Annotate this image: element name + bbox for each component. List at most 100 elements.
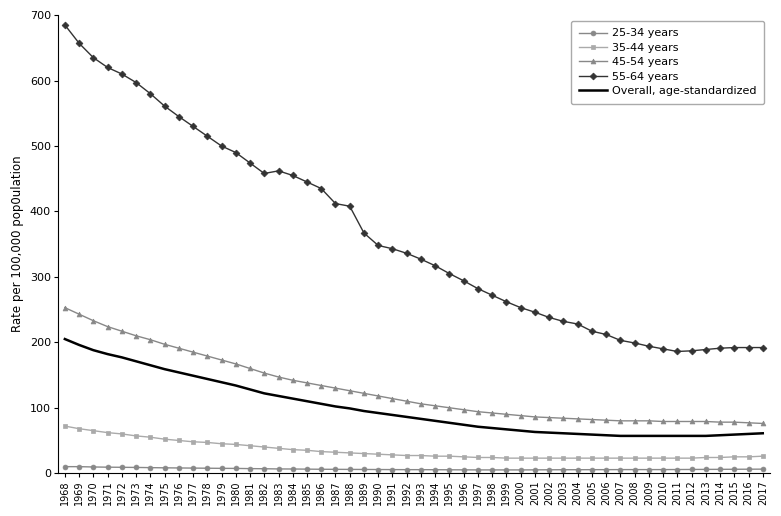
55-64 years bbox=[615, 337, 625, 344]
Overall, age-standardized bbox=[430, 418, 440, 424]
55-64 years bbox=[672, 348, 682, 354]
45-54 years bbox=[615, 418, 625, 424]
55-64 years bbox=[302, 179, 312, 185]
25-34 years bbox=[630, 466, 640, 473]
25-34 years bbox=[459, 467, 469, 473]
55-64 years bbox=[729, 345, 739, 351]
Overall, age-standardized bbox=[302, 398, 312, 405]
25-34 years bbox=[744, 466, 753, 472]
25-34 years bbox=[202, 465, 212, 471]
55-64 years bbox=[544, 314, 554, 320]
45-54 years bbox=[501, 411, 511, 417]
45-54 years bbox=[331, 385, 341, 391]
Overall, age-standardized bbox=[672, 433, 682, 439]
35-44 years bbox=[103, 429, 112, 436]
45-54 years bbox=[487, 410, 497, 416]
35-44 years bbox=[145, 434, 155, 440]
35-44 years bbox=[331, 449, 341, 455]
55-64 years bbox=[658, 346, 668, 352]
45-54 years bbox=[516, 412, 526, 418]
25-34 years bbox=[174, 465, 184, 471]
45-54 years bbox=[231, 361, 241, 367]
45-54 years bbox=[672, 418, 682, 425]
25-34 years bbox=[601, 466, 611, 473]
45-54 years bbox=[473, 409, 483, 415]
35-44 years bbox=[701, 455, 711, 461]
Line: Overall, age-standardized: Overall, age-standardized bbox=[65, 339, 763, 436]
55-64 years bbox=[231, 150, 241, 156]
25-34 years bbox=[316, 466, 326, 472]
55-64 years bbox=[473, 285, 483, 292]
25-34 years bbox=[487, 467, 497, 473]
45-54 years bbox=[316, 382, 326, 389]
35-44 years bbox=[459, 454, 469, 460]
25-34 years bbox=[331, 466, 341, 473]
25-34 years bbox=[686, 466, 696, 473]
Line: 55-64 years: 55-64 years bbox=[62, 23, 765, 354]
Overall, age-standardized bbox=[501, 426, 511, 432]
35-44 years bbox=[345, 450, 355, 456]
35-44 years bbox=[573, 455, 583, 461]
35-44 years bbox=[558, 455, 568, 461]
Overall, age-standardized bbox=[89, 347, 98, 353]
25-34 years bbox=[60, 463, 70, 470]
25-34 years bbox=[444, 466, 454, 473]
55-64 years bbox=[715, 345, 725, 351]
Overall, age-standardized bbox=[274, 393, 284, 399]
45-54 years bbox=[174, 345, 184, 351]
Y-axis label: Rate per 100,000 pop0ulation: Rate per 100,000 pop0ulation bbox=[11, 156, 24, 332]
25-34 years bbox=[715, 466, 725, 473]
45-54 years bbox=[202, 353, 212, 359]
45-54 years bbox=[74, 311, 84, 317]
25-34 years bbox=[373, 466, 383, 473]
35-44 years bbox=[729, 454, 739, 460]
55-64 years bbox=[259, 170, 269, 176]
45-54 years bbox=[658, 418, 668, 425]
55-64 years bbox=[217, 143, 226, 149]
35-44 years bbox=[316, 448, 326, 455]
45-54 years bbox=[117, 328, 127, 334]
45-54 years bbox=[274, 374, 284, 380]
35-44 years bbox=[487, 455, 497, 461]
25-34 years bbox=[345, 466, 355, 473]
25-34 years bbox=[387, 466, 397, 473]
25-34 years bbox=[473, 467, 483, 473]
35-44 years bbox=[501, 455, 511, 461]
45-54 years bbox=[558, 415, 568, 422]
35-44 years bbox=[715, 455, 725, 461]
Overall, age-standardized bbox=[516, 428, 526, 434]
35-44 years bbox=[288, 446, 298, 453]
25-34 years bbox=[758, 466, 768, 472]
25-34 years bbox=[117, 464, 127, 471]
35-44 years bbox=[117, 431, 127, 437]
55-64 years bbox=[288, 172, 298, 179]
25-34 years bbox=[615, 466, 625, 473]
45-54 years bbox=[288, 377, 298, 383]
Line: 45-54 years: 45-54 years bbox=[62, 305, 765, 426]
25-34 years bbox=[103, 464, 112, 470]
55-64 years bbox=[416, 256, 426, 262]
35-44 years bbox=[373, 451, 383, 457]
35-44 years bbox=[473, 455, 483, 461]
35-44 years bbox=[202, 439, 212, 445]
Overall, age-standardized bbox=[316, 401, 326, 407]
35-44 years bbox=[259, 444, 269, 450]
35-44 years bbox=[744, 454, 753, 460]
Overall, age-standardized bbox=[145, 362, 155, 368]
Overall, age-standardized bbox=[245, 386, 255, 393]
Line: 25-34 years: 25-34 years bbox=[62, 464, 765, 472]
25-34 years bbox=[145, 464, 155, 471]
45-54 years bbox=[430, 402, 440, 409]
Overall, age-standardized bbox=[715, 432, 725, 438]
Overall, age-standardized bbox=[587, 431, 597, 438]
45-54 years bbox=[686, 418, 696, 425]
25-34 years bbox=[544, 466, 554, 473]
35-44 years bbox=[416, 453, 426, 459]
35-44 years bbox=[658, 455, 668, 461]
55-64 years bbox=[558, 318, 568, 325]
55-64 years bbox=[644, 343, 654, 349]
35-44 years bbox=[530, 455, 540, 461]
Overall, age-standardized bbox=[160, 366, 169, 372]
45-54 years bbox=[188, 349, 198, 355]
25-34 years bbox=[160, 465, 169, 471]
